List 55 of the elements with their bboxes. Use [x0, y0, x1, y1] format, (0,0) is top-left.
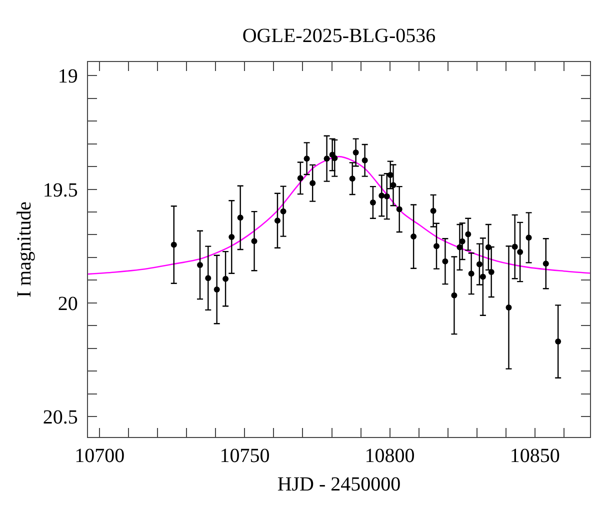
point	[555, 338, 562, 345]
point	[297, 175, 304, 182]
x-tick-label: 10700	[74, 445, 125, 468]
point	[280, 208, 286, 214]
point	[396, 206, 402, 212]
x-tick-label: 10800	[364, 445, 415, 468]
point	[222, 276, 229, 282]
point	[228, 234, 235, 240]
point	[485, 244, 492, 250]
point	[352, 149, 359, 156]
point	[390, 182, 396, 188]
line-series	[88, 156, 590, 275]
y-tick-label: 19.5	[42, 179, 78, 202]
y-tick-label: 19	[58, 66, 78, 88]
point	[205, 275, 212, 282]
point	[362, 157, 368, 164]
point	[451, 292, 458, 298]
point	[332, 155, 338, 162]
point	[349, 176, 356, 182]
point	[512, 244, 518, 250]
y-tick-label: 20	[58, 292, 78, 315]
point	[370, 199, 376, 206]
point	[214, 286, 220, 292]
x-axis-title: HJD - 2450000	[277, 474, 401, 496]
chart-title: OGLE-2025-BLG-0536	[242, 25, 436, 47]
point	[310, 180, 316, 186]
point	[387, 172, 394, 178]
point	[410, 234, 417, 240]
y-axis-title: I magnitude	[13, 201, 36, 298]
point	[476, 261, 482, 268]
point	[197, 262, 204, 268]
x-tick-label: 10850	[510, 445, 560, 468]
point	[506, 304, 512, 310]
point	[526, 234, 532, 241]
point	[442, 258, 448, 264]
point	[434, 243, 440, 250]
point	[430, 208, 436, 214]
point	[517, 249, 524, 255]
point	[378, 192, 385, 199]
point	[468, 270, 474, 277]
point	[251, 238, 258, 244]
point	[324, 156, 330, 162]
point	[465, 231, 472, 238]
point	[384, 193, 390, 200]
x-tick-label: 10750	[220, 445, 270, 468]
point	[456, 244, 463, 250]
point	[480, 274, 486, 280]
point	[459, 238, 466, 244]
point	[274, 218, 280, 224]
point	[488, 269, 494, 275]
point	[170, 242, 177, 248]
y-tick-label: 20.5	[42, 406, 78, 429]
point	[304, 156, 310, 162]
point	[237, 214, 244, 221]
point	[542, 260, 549, 267]
